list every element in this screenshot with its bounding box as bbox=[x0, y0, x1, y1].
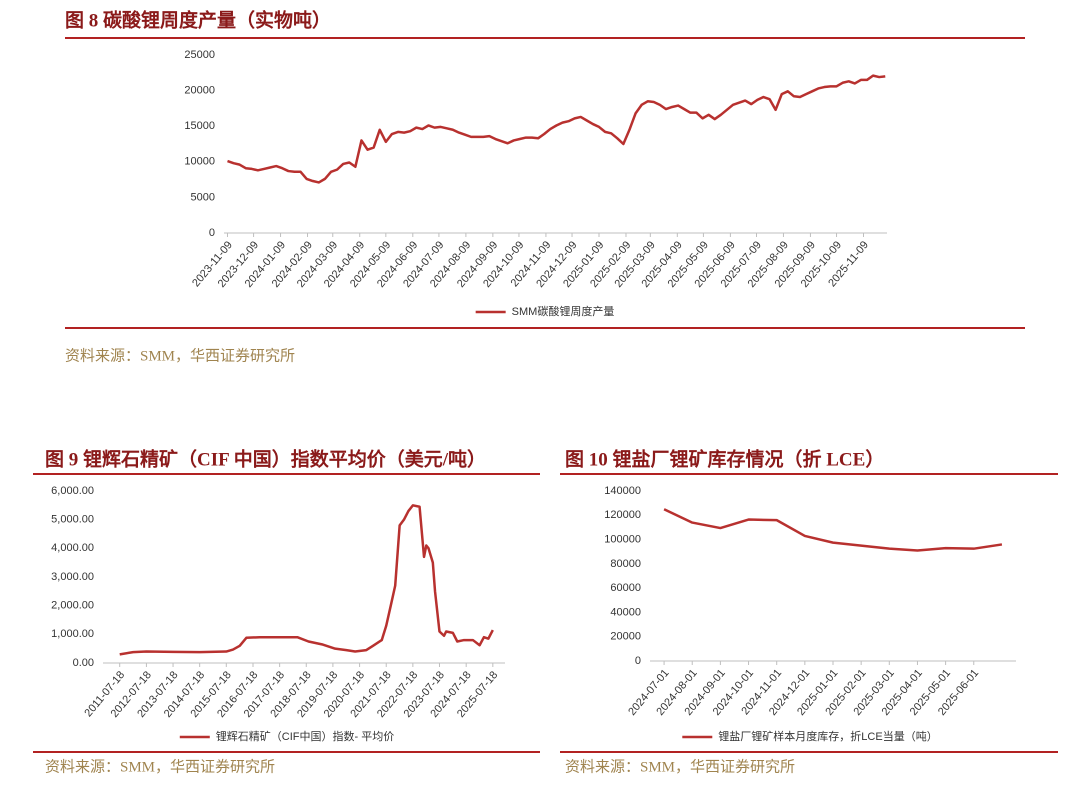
legend-label: 锂辉石精矿（CIF中国）指数- 平均价 bbox=[216, 729, 394, 743]
y-tick-label: 25000 bbox=[184, 49, 215, 61]
source: 资料来源：SMM，华西证券研究所 bbox=[65, 347, 295, 364]
y-tick-label: 60000 bbox=[610, 582, 641, 594]
y-tick-label: 2,000.00 bbox=[51, 600, 94, 612]
y-tick-label: 3,000.00 bbox=[51, 571, 94, 583]
y-tick-label: 5000 bbox=[191, 191, 215, 203]
legend-label: SMM碳酸锂周度产量 bbox=[512, 304, 615, 318]
source: 资料来源：SMM，华西证券研究所 bbox=[565, 758, 795, 775]
series-line bbox=[663, 508, 1003, 552]
figure-title: 图 8 碳酸锂周度产量（实物吨） bbox=[65, 8, 331, 31]
y-tick-label: 0.00 bbox=[73, 657, 94, 669]
source: 资料来源：SMM，华西证券研究所 bbox=[45, 758, 275, 775]
legend-label: 锂盐厂锂矿样本月度库存，折LCE当量（吨） bbox=[718, 729, 937, 743]
series-line bbox=[119, 504, 494, 656]
figure-title: 图 10 锂盐厂锂矿库存情况（折 LCE） bbox=[565, 447, 884, 470]
series-line bbox=[227, 74, 886, 184]
y-tick-label: 0 bbox=[635, 655, 641, 667]
y-tick-label: 4,000.00 bbox=[51, 542, 94, 554]
y-tick-label: 120000 bbox=[604, 509, 641, 521]
y-tick-label: 20000 bbox=[610, 631, 641, 643]
y-tick-label: 10000 bbox=[184, 156, 215, 168]
y-tick-label: 100000 bbox=[604, 533, 641, 545]
y-tick-label: 20000 bbox=[184, 85, 215, 97]
y-tick-label: 5,000.00 bbox=[51, 514, 94, 526]
figure-title: 图 9 锂辉石精矿（CIF 中国）指数平均价（美元/吨） bbox=[45, 447, 486, 470]
y-tick-label: 6,000.00 bbox=[51, 485, 94, 497]
y-tick-label: 1,000.00 bbox=[51, 628, 94, 640]
y-tick-label: 80000 bbox=[610, 558, 641, 570]
y-tick-label: 40000 bbox=[610, 606, 641, 618]
y-tick-label: 140000 bbox=[604, 485, 641, 497]
y-tick-label: 15000 bbox=[184, 120, 215, 132]
y-tick-label: 0 bbox=[209, 227, 215, 239]
